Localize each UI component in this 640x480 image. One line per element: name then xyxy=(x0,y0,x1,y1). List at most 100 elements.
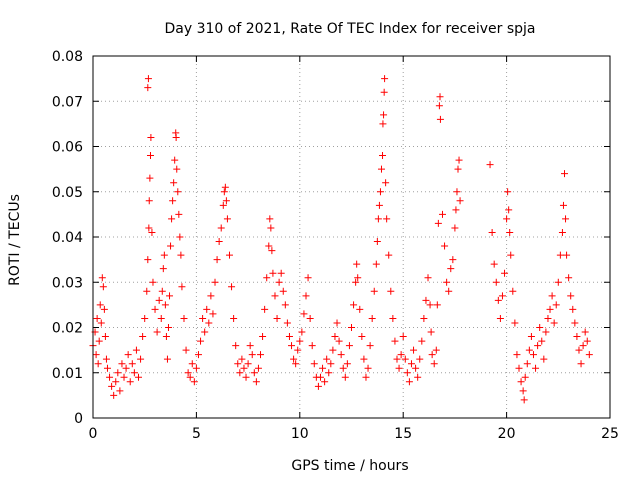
y-tick-label: 0.07 xyxy=(52,94,83,110)
data-point xyxy=(571,319,579,327)
data-point xyxy=(95,337,103,345)
data-point xyxy=(162,333,170,341)
data-point xyxy=(252,378,260,386)
data-point xyxy=(436,93,444,101)
data-point xyxy=(380,88,388,96)
data-point xyxy=(197,337,205,345)
data-point xyxy=(455,156,463,164)
data-point xyxy=(194,351,202,359)
data-point xyxy=(246,342,254,350)
data-point xyxy=(507,251,515,259)
data-point xyxy=(382,179,390,187)
data-point xyxy=(538,337,546,345)
data-point xyxy=(124,351,132,359)
data-point xyxy=(159,265,167,273)
data-point xyxy=(379,120,387,128)
data-point xyxy=(352,278,360,286)
data-point xyxy=(180,314,188,322)
data-point xyxy=(548,292,556,300)
data-point xyxy=(385,251,393,259)
data-point xyxy=(261,305,269,313)
data-point xyxy=(565,274,573,282)
data-point xyxy=(529,351,537,359)
y-tick-label: 0 xyxy=(74,411,83,427)
data-point xyxy=(99,283,107,291)
data-point xyxy=(222,197,230,205)
data-point xyxy=(296,337,304,345)
data-point xyxy=(387,287,395,295)
data-point xyxy=(164,324,172,331)
data-point xyxy=(397,351,405,359)
data-point xyxy=(157,314,165,322)
data-point xyxy=(174,188,182,196)
data-point xyxy=(116,387,124,395)
data-point xyxy=(451,224,459,232)
data-point xyxy=(407,360,415,368)
data-point xyxy=(168,215,176,223)
data-point xyxy=(558,228,566,236)
data-point xyxy=(333,319,341,327)
data-point xyxy=(319,364,327,372)
data-point xyxy=(337,351,345,359)
data-point xyxy=(377,165,385,173)
gridlines xyxy=(93,56,610,418)
data-point xyxy=(167,242,175,250)
y-tick-label: 0.03 xyxy=(52,275,83,291)
data-point xyxy=(290,355,298,363)
data-point xyxy=(494,296,502,304)
data-point xyxy=(401,355,409,363)
data-point xyxy=(93,314,101,322)
data-point xyxy=(575,346,583,354)
data-point xyxy=(435,102,443,110)
data-point xyxy=(141,314,149,322)
data-point xyxy=(166,292,174,300)
data-point xyxy=(279,287,287,295)
data-point xyxy=(556,251,564,259)
data-point xyxy=(335,337,343,345)
x-tick-label: 5 xyxy=(192,426,201,442)
data-point xyxy=(327,360,335,368)
data-point xyxy=(585,351,593,359)
data-point xyxy=(428,351,436,359)
data-point xyxy=(563,251,571,259)
data-point xyxy=(108,382,116,390)
data-point xyxy=(265,242,273,250)
data-point xyxy=(145,224,153,232)
x-axis-label: GPS time / hours xyxy=(291,458,408,474)
data-point xyxy=(380,111,388,119)
data-point xyxy=(161,301,169,309)
data-point xyxy=(234,360,242,368)
data-point xyxy=(321,378,329,386)
y-tick-label: 0.02 xyxy=(52,321,83,337)
data-point xyxy=(207,292,215,300)
data-point xyxy=(188,360,196,368)
data-point xyxy=(422,296,430,304)
data-point xyxy=(341,373,349,381)
data-point xyxy=(550,319,558,327)
data-point xyxy=(383,215,391,223)
data-point xyxy=(266,215,274,223)
data-point xyxy=(242,373,250,381)
data-point xyxy=(112,378,120,386)
data-point xyxy=(96,301,104,309)
data-point xyxy=(308,342,316,350)
data-points xyxy=(89,75,593,404)
data-point xyxy=(215,238,223,246)
data-point xyxy=(268,247,276,255)
data-point xyxy=(453,188,461,196)
data-point xyxy=(486,161,494,169)
data-point xyxy=(259,333,267,341)
data-point xyxy=(153,328,161,336)
x-tick-label: 0 xyxy=(89,426,98,442)
x-tick-label: 15 xyxy=(394,426,412,442)
data-point xyxy=(432,346,440,354)
data-point xyxy=(132,346,140,354)
data-point xyxy=(238,355,246,363)
x-tick-label: 25 xyxy=(601,426,619,442)
y-tick-label: 0.08 xyxy=(52,49,83,65)
data-point xyxy=(567,292,575,300)
data-point xyxy=(126,378,134,386)
data-point xyxy=(182,346,190,354)
data-point xyxy=(360,355,368,363)
